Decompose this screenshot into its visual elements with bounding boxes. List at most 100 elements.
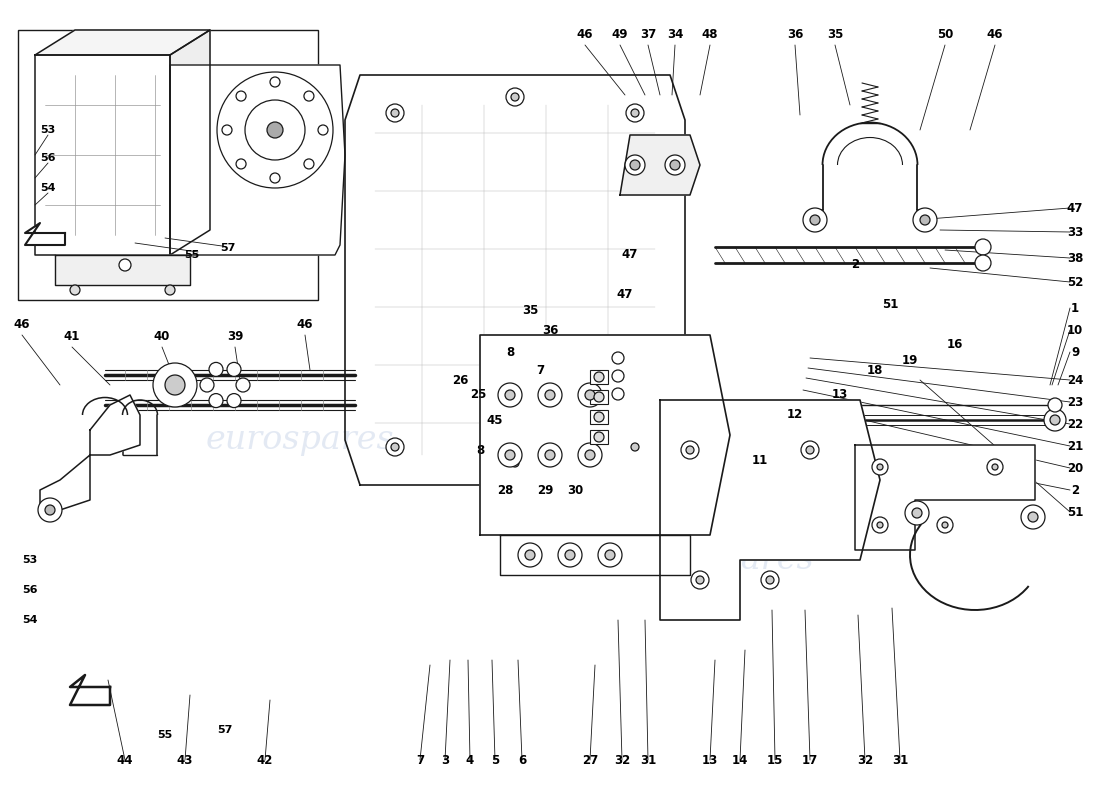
Text: 33: 33 [1067,226,1084,238]
Text: 8: 8 [476,443,484,457]
Polygon shape [855,445,1035,550]
Text: 44: 44 [117,754,133,766]
Circle shape [505,390,515,400]
Circle shape [626,438,644,456]
Bar [590,370,608,384]
Text: 46: 46 [297,318,313,331]
Polygon shape [170,65,345,255]
Text: 10: 10 [1067,323,1084,337]
Text: 2: 2 [1071,483,1079,497]
Text: 12: 12 [786,409,803,422]
Text: 13: 13 [832,389,848,402]
Text: 37: 37 [640,29,656,42]
Bar [590,390,608,404]
Text: 51: 51 [1067,506,1084,518]
Text: 31: 31 [892,754,909,766]
Text: 48: 48 [702,29,718,42]
Circle shape [544,390,556,400]
Circle shape [578,443,602,467]
Circle shape [594,392,604,402]
Text: eurospares: eurospares [626,544,814,576]
Text: 17: 17 [802,754,818,766]
Circle shape [761,571,779,589]
Circle shape [905,501,930,525]
Text: 55: 55 [185,250,199,260]
Circle shape [585,450,595,460]
Circle shape [512,459,519,467]
Circle shape [236,378,250,392]
Text: 55: 55 [157,730,173,740]
Polygon shape [620,135,700,195]
Circle shape [806,446,814,454]
Circle shape [937,517,953,533]
Circle shape [975,255,991,271]
Circle shape [538,443,562,467]
Circle shape [498,443,522,467]
Circle shape [217,72,333,188]
Circle shape [912,508,922,518]
Circle shape [39,498,62,522]
Circle shape [245,100,305,160]
Text: 50: 50 [937,29,954,42]
Circle shape [209,394,223,407]
Circle shape [987,459,1003,475]
Circle shape [1044,409,1066,431]
Circle shape [598,543,622,567]
Text: 22: 22 [1067,418,1084,430]
Circle shape [681,441,698,459]
Text: 36: 36 [786,29,803,42]
Bar [18,30,318,300]
Circle shape [578,383,602,407]
Text: 32: 32 [614,754,630,766]
Text: 43: 43 [177,754,194,766]
Circle shape [236,91,246,101]
Polygon shape [35,30,210,55]
Circle shape [558,543,582,567]
Circle shape [803,208,827,232]
Circle shape [626,104,644,122]
Circle shape [612,388,624,400]
Circle shape [525,550,535,560]
Circle shape [318,125,328,135]
Text: 6: 6 [518,754,526,766]
Circle shape [505,450,515,460]
Text: 46: 46 [13,318,31,331]
Circle shape [1021,505,1045,529]
Circle shape [165,285,175,295]
Circle shape [506,454,524,472]
Circle shape [227,362,241,377]
Bar [590,410,608,424]
Text: 47: 47 [621,249,638,262]
Text: 4: 4 [466,754,474,766]
Circle shape [270,173,280,183]
Circle shape [227,394,241,407]
Circle shape [1050,415,1060,425]
Text: 29: 29 [537,483,553,497]
Circle shape [390,109,399,117]
Text: 54: 54 [22,615,37,625]
Circle shape [810,215,820,225]
Circle shape [1048,398,1062,412]
Text: 57: 57 [218,725,233,735]
Text: 39: 39 [227,330,243,343]
Text: 40: 40 [154,330,170,343]
Circle shape [304,159,313,169]
Circle shape [200,378,214,392]
Text: 7: 7 [416,754,425,766]
Text: 13: 13 [702,754,718,766]
Text: 14: 14 [732,754,748,766]
Circle shape [386,438,404,456]
Circle shape [877,522,883,528]
Polygon shape [660,400,880,620]
Circle shape [691,571,710,589]
Circle shape [304,91,313,101]
Text: 24: 24 [1067,374,1084,386]
Circle shape [506,88,524,106]
Polygon shape [35,55,170,255]
Circle shape [766,576,774,584]
Circle shape [585,390,595,400]
Circle shape [538,383,562,407]
Text: 20: 20 [1067,462,1084,474]
Circle shape [270,77,280,87]
Text: 31: 31 [640,754,656,766]
